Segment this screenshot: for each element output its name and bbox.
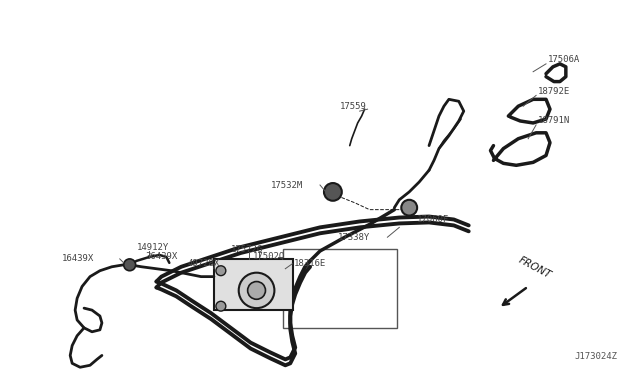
Text: 14912Y: 14912Y <box>136 243 169 251</box>
Circle shape <box>324 183 342 201</box>
Circle shape <box>216 266 226 276</box>
Text: FRONT: FRONT <box>516 255 552 280</box>
Text: 18791N: 18791N <box>538 116 570 125</box>
Text: 16439X: 16439X <box>62 254 95 263</box>
Bar <box>214 259 293 310</box>
Circle shape <box>248 282 266 299</box>
Text: 17532M: 17532M <box>271 180 303 189</box>
Bar <box>284 249 397 328</box>
Text: 18792E: 18792E <box>538 87 570 96</box>
Text: 17572G: 17572G <box>231 244 263 254</box>
Text: 17502Q: 17502Q <box>253 253 285 262</box>
Text: 17559: 17559 <box>340 102 367 111</box>
Circle shape <box>239 273 275 308</box>
Text: 49728X: 49728X <box>187 259 220 268</box>
Text: 18316E: 18316E <box>294 259 326 268</box>
Text: 36439X: 36439X <box>145 253 178 262</box>
Text: 17060F: 17060F <box>417 215 449 224</box>
Circle shape <box>401 200 417 215</box>
Text: 17338Y: 17338Y <box>338 233 370 242</box>
Text: J173024Z: J173024Z <box>574 352 618 361</box>
Circle shape <box>124 259 136 271</box>
Text: 17506A: 17506A <box>548 55 580 64</box>
Circle shape <box>216 301 226 311</box>
